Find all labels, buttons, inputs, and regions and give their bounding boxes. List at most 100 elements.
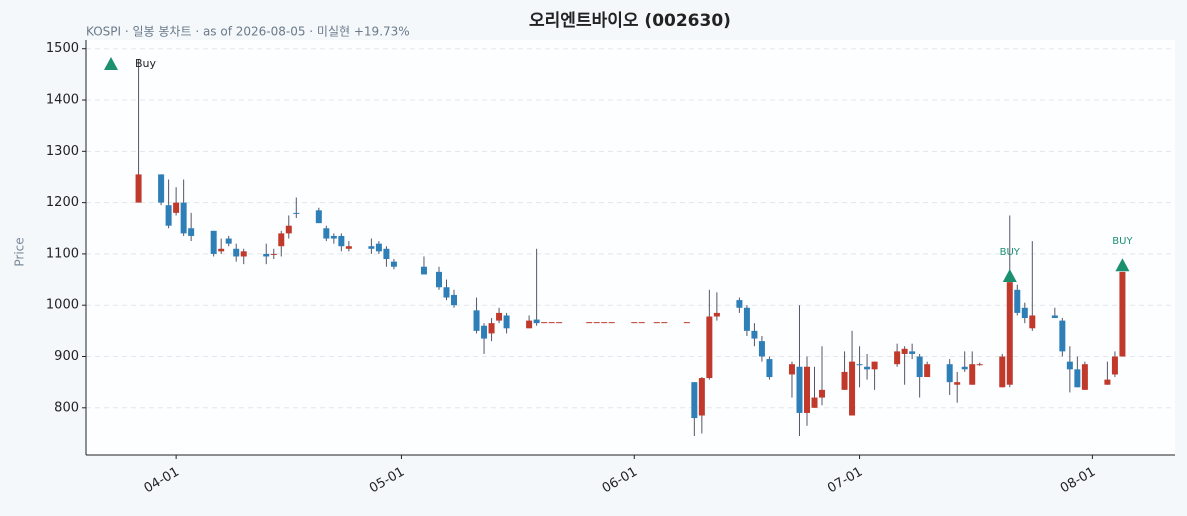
candle-body xyxy=(240,251,247,257)
y-tick-label: 1400 xyxy=(46,93,79,108)
candle-body xyxy=(999,356,1006,388)
legend-label: Buy xyxy=(135,57,157,70)
candle-body xyxy=(473,310,480,331)
candle-body xyxy=(736,300,743,308)
candle-body xyxy=(1029,315,1036,329)
candle-body xyxy=(849,361,856,416)
candle-body xyxy=(338,235,345,247)
candle-body xyxy=(263,253,270,257)
candle-body xyxy=(1006,282,1013,385)
y-tick-label: 800 xyxy=(54,400,79,415)
candle-body xyxy=(323,228,330,239)
y-tick-label: 1000 xyxy=(46,298,79,313)
y-tick-label: 900 xyxy=(54,349,79,364)
candle-body xyxy=(451,294,458,306)
candle-body xyxy=(173,202,180,213)
y-tick-label: 1200 xyxy=(46,195,79,210)
candle-body xyxy=(158,174,165,203)
candle-body xyxy=(315,210,322,224)
candle-body xyxy=(533,319,540,324)
candle-body xyxy=(180,202,187,234)
candle-body xyxy=(901,348,908,354)
candle-body xyxy=(233,248,240,257)
candle-body xyxy=(871,361,878,370)
candle-body xyxy=(481,325,488,339)
candle-body xyxy=(1014,289,1021,313)
chart-title: 오리엔트바이오 (002630) xyxy=(529,11,731,31)
candle-body xyxy=(435,271,442,288)
candle-body xyxy=(653,322,660,324)
candle-body xyxy=(188,228,195,236)
candle-body xyxy=(1066,361,1073,370)
buy-marker xyxy=(1115,258,1130,272)
y-axis-label: Price xyxy=(13,237,27,266)
x-tick-label: 06-01 xyxy=(600,465,640,497)
legend-marker xyxy=(104,57,118,70)
candle-body xyxy=(631,322,638,324)
candle-body xyxy=(601,322,608,324)
buy-label: BUY xyxy=(1112,236,1133,247)
candle-body xyxy=(210,230,217,254)
candle-body xyxy=(803,366,810,413)
candle-body xyxy=(608,322,615,324)
candle-body xyxy=(758,341,765,357)
candle-body xyxy=(1119,271,1126,357)
candle-body xyxy=(218,248,225,252)
candle-body xyxy=(661,322,668,324)
x-tick-label: 04-01 xyxy=(142,465,182,497)
candle-body xyxy=(1021,307,1028,319)
chart-subtitle: KOSPI · 일봉 봉차트 · as of 2026-08-05 · 미실현 … xyxy=(86,25,410,39)
candle-body xyxy=(766,359,773,378)
candle-body xyxy=(488,323,495,334)
y-tick-label: 1100 xyxy=(46,246,79,261)
candle-body xyxy=(586,322,593,324)
candle-body xyxy=(293,212,300,214)
buy-marker xyxy=(1002,268,1017,282)
x-tick-label: 08-01 xyxy=(1058,465,1098,497)
candle-body xyxy=(856,364,863,366)
candle-body xyxy=(713,312,720,317)
x-tick-label: 07-01 xyxy=(825,465,865,497)
candle-body xyxy=(503,315,510,329)
candle-body xyxy=(496,312,503,321)
buy-label: BUY xyxy=(1000,247,1021,258)
candle-body xyxy=(420,266,427,275)
candle-body xyxy=(270,253,277,255)
candle-body xyxy=(706,316,713,379)
candle-body xyxy=(796,366,803,413)
candle-body xyxy=(788,364,795,375)
y-tick-label: 1300 xyxy=(46,144,79,159)
candle-body xyxy=(841,371,848,390)
candle-body xyxy=(526,320,533,329)
candle-body xyxy=(924,364,931,378)
candle-body xyxy=(1074,369,1081,388)
candle-body xyxy=(278,233,285,247)
candle-body xyxy=(691,382,698,419)
candle-body xyxy=(1111,356,1118,375)
candle-body xyxy=(698,378,705,416)
y-tick-label: 1500 xyxy=(46,41,79,56)
candle-body xyxy=(811,397,818,408)
candle-body xyxy=(751,330,758,339)
candle-body xyxy=(390,261,397,267)
candle-body xyxy=(1081,364,1088,390)
candle-body xyxy=(638,322,645,324)
candle-body xyxy=(916,356,923,378)
candle-body xyxy=(368,246,375,249)
candle-body xyxy=(556,322,563,324)
candle-body xyxy=(345,246,352,249)
candle-body xyxy=(743,307,750,331)
candle-body xyxy=(443,287,450,298)
x-tick-label: 05-01 xyxy=(367,465,407,497)
candle-body xyxy=(969,364,976,385)
candle-body xyxy=(961,366,968,370)
candle-body xyxy=(375,243,382,252)
candle-body xyxy=(946,364,953,383)
candle-body xyxy=(225,238,232,244)
candle-body xyxy=(548,322,555,324)
candle-body xyxy=(330,235,337,239)
candle-body xyxy=(1051,315,1058,319)
candle-body xyxy=(383,248,390,260)
candle-body xyxy=(894,351,901,365)
